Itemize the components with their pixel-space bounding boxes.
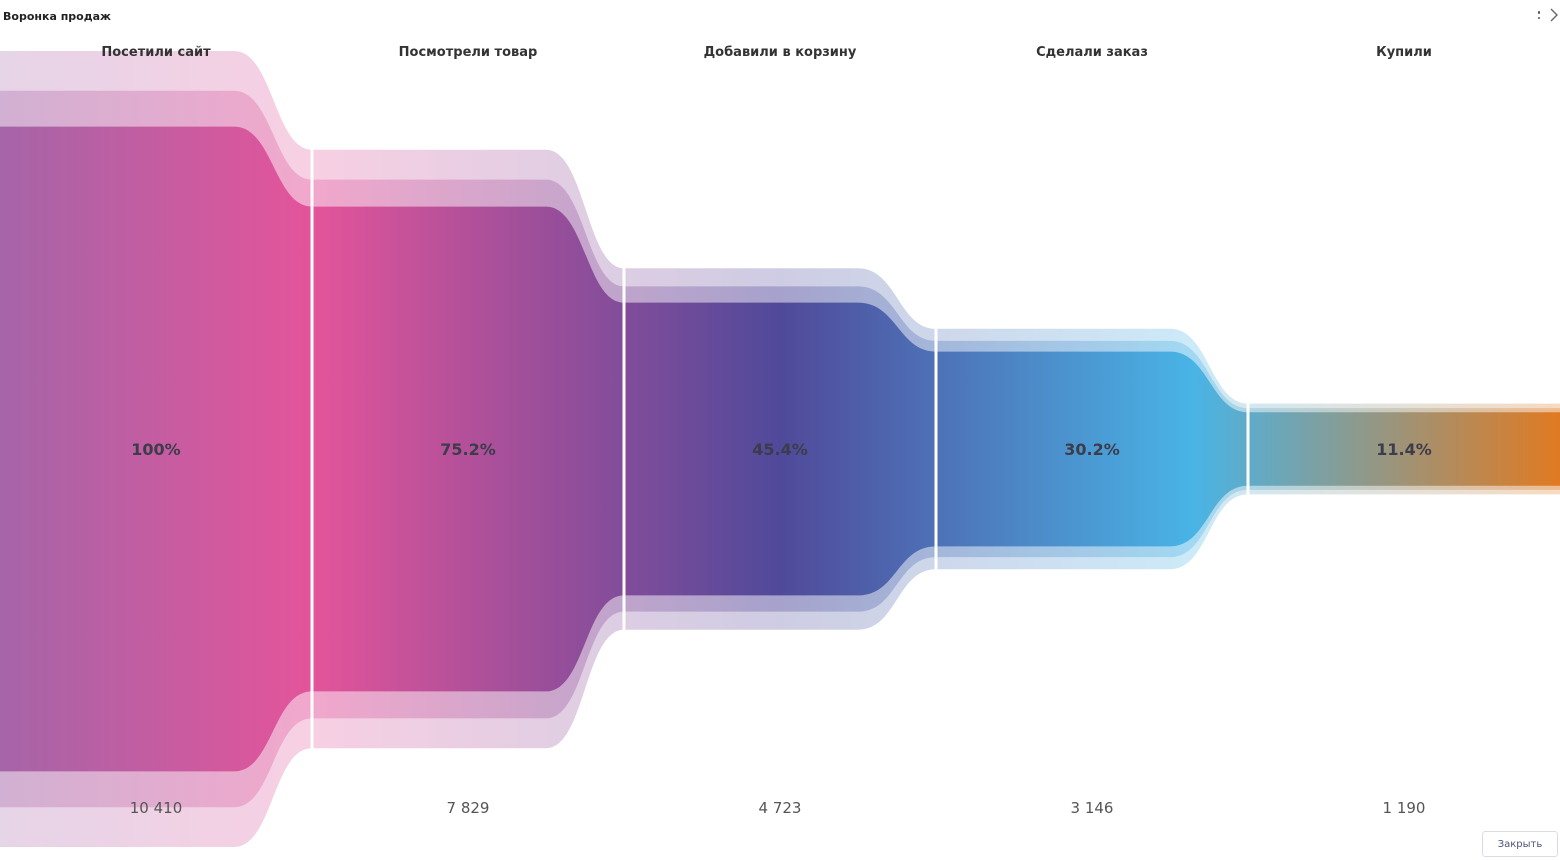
stage-label: Посетили сайт — [101, 45, 211, 60]
chart-title: Воронка продаж — [3, 10, 111, 23]
stage-count: 7 829 — [447, 799, 490, 817]
chevron-right-icon[interactable] — [1548, 5, 1560, 25]
stage-label: Посмотрели товар — [399, 45, 538, 60]
stage-count: 3 146 — [1071, 799, 1114, 817]
stage-percent: 45.4% — [752, 440, 808, 459]
stage-count: 10 410 — [130, 799, 183, 817]
more-vertical-icon[interactable] — [1532, 6, 1546, 24]
stage-label: Сделали заказ — [1036, 45, 1148, 60]
stage-label: Купили — [1376, 45, 1432, 60]
stage-percent: 100% — [131, 440, 180, 459]
stage-percent: 11.4% — [1376, 440, 1432, 459]
close-button[interactable]: Закрыть — [1482, 831, 1558, 857]
stage-count: 4 723 — [759, 799, 802, 817]
funnel-band-core — [0, 126, 1560, 772]
stage-count: 1 190 — [1383, 799, 1426, 817]
stage-percent: 30.2% — [1064, 440, 1120, 459]
stage-label: Добавили в корзину — [704, 45, 857, 60]
stage-percent: 75.2% — [440, 440, 496, 459]
